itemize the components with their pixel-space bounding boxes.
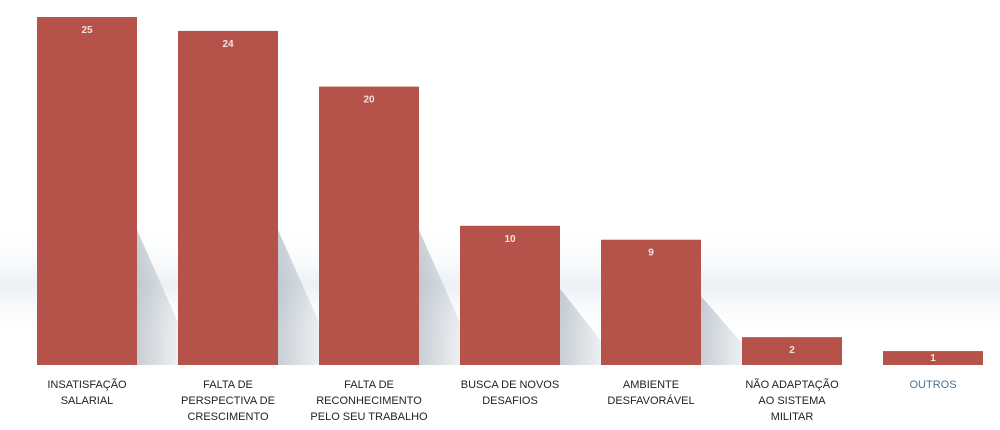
bar: [319, 86, 419, 365]
bar-shadow: [701, 296, 761, 365]
category-label-line: AMBIENTE: [623, 379, 679, 391]
bar: [883, 351, 983, 365]
bar: [601, 239, 701, 365]
bar: [178, 30, 278, 365]
category-label: BUSCA DE NOVOS DESAFIOS: [461, 379, 559, 407]
data-label: 9: [648, 248, 654, 259]
category-label-line: SALARIAL: [61, 395, 114, 407]
category-label-line: DESAFIOS: [482, 395, 538, 407]
category-label-line: OUTROS: [909, 379, 956, 391]
bar-shadow: [560, 288, 620, 365]
data-label: 24: [222, 39, 234, 50]
category-label: NÃO ADAPTAÇÃO AO SISTEMA MILITAR: [745, 378, 839, 423]
category-label-line: DESFAVORÁVEL: [607, 394, 694, 407]
category-label-line: RECONHECIMENTO: [316, 395, 422, 407]
data-label: 1: [930, 353, 936, 364]
bar: [460, 225, 560, 365]
category-label-line: PERSPECTIVA DE: [181, 395, 275, 407]
category-label-line: NÃO ADAPTAÇÃO: [745, 378, 839, 391]
bar: [742, 337, 842, 365]
category-label-line: BUSCA DE NOVOS: [461, 379, 559, 391]
category-label-line: CRESCIMENTO: [187, 411, 269, 423]
bar: [37, 17, 137, 365]
category-label: OUTROS: [909, 379, 956, 391]
category-label-line: AO SISTEMA: [758, 395, 826, 407]
category-label: FALTA DE RECONHECIMENTO PELO SEU TRABALHO: [310, 379, 428, 423]
data-label: 20: [363, 95, 375, 106]
category-label-line: FALTA DE: [203, 379, 253, 391]
category-label-line: PELO SEU TRABALHO: [310, 411, 428, 423]
data-label: 25: [81, 25, 93, 36]
data-label: 10: [504, 234, 516, 245]
category-label: FALTA DE PERSPECTIVA DE CRESCIMENTO: [181, 379, 275, 423]
data-label: 2: [789, 345, 795, 356]
category-label-line: FALTA DE: [344, 379, 394, 391]
category-label: AMBIENTE DESFAVORÁVEL: [607, 379, 694, 407]
category-label: INSATISFAÇÃO SALARIAL: [47, 378, 127, 407]
category-label-line: INSATISFAÇÃO: [47, 378, 127, 391]
category-label-line: MILITAR: [771, 411, 814, 423]
